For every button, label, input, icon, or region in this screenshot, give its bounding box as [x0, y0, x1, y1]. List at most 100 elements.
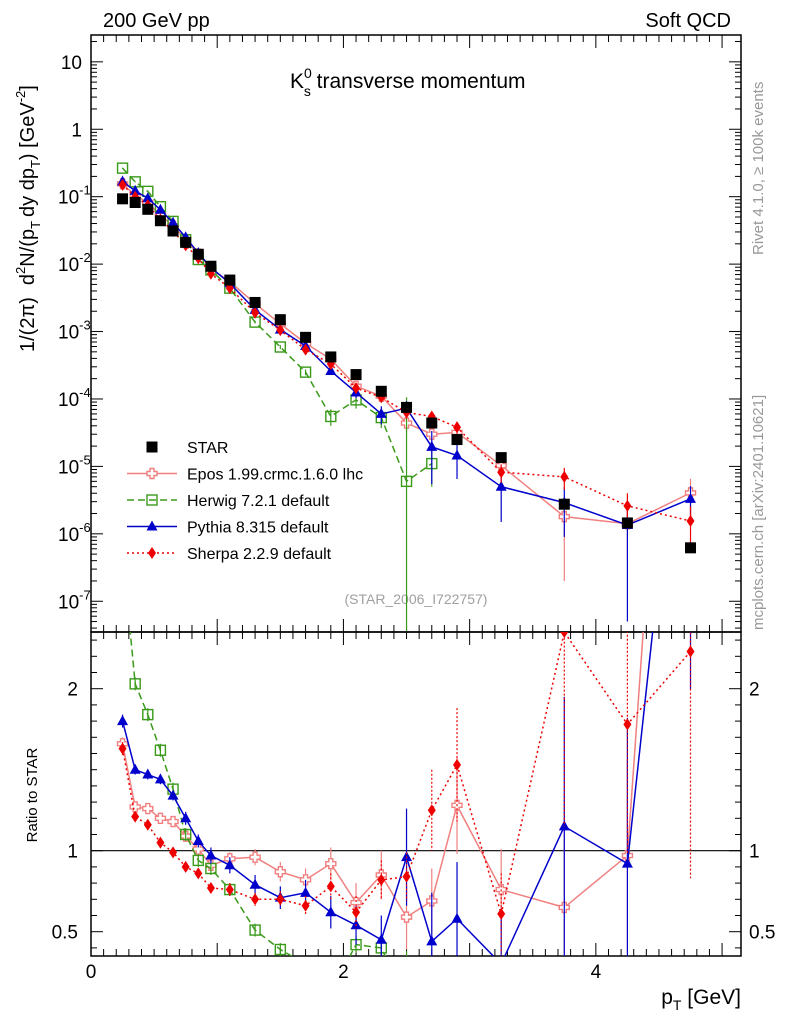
main-line-pythia-8-315-default	[122, 180, 691, 526]
ratio-point-pythia-8-315-default	[129, 763, 141, 774]
main-y-axis-label: 1/(2π)d2N/(pTdy dpT) [GeV-2]	[13, 85, 43, 352]
ratio-panel: 0.5 1 2 0.5 1 2 0 2 4 Ratio to STAR pT [GeV]	[24, 631, 775, 1013]
ratio-series-sherpa-2-2-9-default	[118, 632, 695, 955]
legend-label: Pythia 8.315 default	[187, 520, 329, 537]
main-point-pythia-8-315-default	[685, 492, 697, 503]
ratio-point-pythia-8-315-default	[621, 857, 633, 868]
main-y-tick-label: 10-4	[58, 385, 91, 411]
legend-label: STAR	[187, 440, 228, 457]
ratio-point-pythia-8-315-default	[205, 849, 217, 860]
ratio-point-epos-1-99-crmc-1-6-0-lhc	[167, 815, 179, 828]
ratio-point-herwig-7-2-1-default	[192, 854, 204, 867]
ratio-point-pythia-8-315-default	[558, 820, 570, 831]
ratio-point-sherpa-2-2-9-default	[225, 883, 234, 896]
ratio-point-sherpa-2-2-9-default	[402, 870, 411, 883]
ratio-point-herwig-7-2-1-default	[154, 744, 167, 756]
star-data-point	[117, 193, 129, 205]
ratio-point-epos-1-99-crmc-1-6-0-lhc	[350, 896, 362, 909]
ratio-point-sherpa-2-2-9-default	[427, 804, 436, 817]
ratio-point-sherpa-2-2-9-default	[623, 718, 632, 731]
star-data-point	[129, 196, 141, 208]
star-data-point	[451, 434, 463, 446]
star-data-point	[154, 215, 166, 227]
legend-label: Epos 1.99.crmc.1.6.0 lhc	[187, 467, 363, 484]
ratio-point-pythia-8-315-default	[224, 859, 236, 870]
main-point-pythia-8-315-default	[426, 440, 438, 451]
ratio-y-tick-label: 1	[67, 842, 78, 863]
ratio-point-sherpa-2-2-9-default	[560, 632, 569, 638]
ratio-point-epos-1-99-crmc-1-6-0-lhc	[249, 851, 261, 863]
ratio-y-tick-label-right: 2	[749, 680, 760, 701]
ratio-point-sherpa-2-2-9-default	[118, 742, 127, 755]
chart-title: K0 s transverse momentum	[290, 65, 526, 99]
ratio-point-sherpa-2-2-9-default	[453, 758, 462, 771]
legend: STAR Epos 1.99.crmc.1.6.0 lhc Herwig 7.2.1…	[127, 440, 363, 563]
ratio-y-axis-label: Ratio to STAR	[24, 747, 41, 842]
main-line-sherpa-2-2-9-default	[122, 184, 691, 522]
main-point-pythia-8-315-default	[154, 203, 166, 214]
star-data-point	[180, 236, 192, 248]
main-y-tick-label: 10-7	[58, 587, 91, 613]
analysis-id-watermark: (STAR_2006_I722757)	[345, 591, 488, 607]
ratio-point-herwig-7-2-1-default	[249, 924, 261, 936]
ratio-point-sherpa-2-2-9-default	[194, 867, 203, 880]
ratio-point-sherpa-2-2-9-default	[143, 818, 152, 831]
main-y-tick-label: 10-6	[58, 520, 91, 546]
legend-marker	[146, 494, 158, 506]
legend-label: Herwig 7.2.1 default	[187, 493, 330, 510]
legend-marker	[146, 520, 158, 531]
main-point-herwig-7-2-1-default	[299, 366, 312, 378]
main-y-tick-label: 10-3	[58, 318, 91, 344]
main-point-herwig-7-2-1-default	[400, 475, 413, 488]
star-data-point	[224, 274, 236, 286]
main-y-ticks	[91, 41, 741, 629]
ratio-point-sherpa-2-2-9-default	[206, 881, 215, 894]
main-point-pythia-8-315-default	[451, 449, 463, 460]
legend-entry-sherpa-2-2-9-default: Sherpa 2.2.9 default	[127, 546, 332, 563]
star-data-point	[375, 385, 387, 397]
ratio-point-epos-1-99-crmc-1-6-0-lhc	[192, 843, 204, 855]
ratio-point-sherpa-2-2-9-default	[276, 893, 285, 906]
ratio-point-pythia-8-315-default	[154, 773, 166, 784]
header-process: Soft QCD	[645, 10, 731, 32]
star-data-point	[495, 452, 507, 464]
star-data-point	[685, 542, 697, 554]
main-panel: 10-7 10-6 10-5 10-4 10-3 10-2 10-1 1 10 K0 s tran…	[13, 34, 742, 633]
main-point-pythia-8-315-default	[495, 480, 507, 491]
ratio-point-sherpa-2-2-9-default	[251, 893, 260, 906]
legend-label: Sherpa 2.2.9 default	[187, 546, 332, 563]
main-point-sherpa-2-2-9-default	[623, 499, 632, 512]
star-data-point	[205, 260, 217, 272]
ratio-line-pythia-8-315-default	[121, 632, 654, 956]
star-data-point	[350, 369, 362, 381]
ratio-x-tick-labels: 0 2 4	[86, 962, 602, 983]
ratio-point-herwig-7-2-1-default	[142, 708, 154, 721]
chart-title-main: K	[290, 70, 304, 93]
ratio-point-pythia-8-315-default	[167, 789, 179, 800]
ratio-y-tick-label: 0.5	[52, 923, 78, 944]
ratio-point-herwig-7-2-1-default	[129, 678, 141, 690]
main-point-sherpa-2-2-9-default	[352, 382, 361, 395]
ratio-y-tick-label-right: 1	[749, 842, 760, 863]
ratio-point-sherpa-2-2-9-default	[497, 907, 506, 920]
main-point-sherpa-2-2-9-default	[118, 178, 127, 191]
ratio-series-layer	[116, 632, 695, 956]
ratio-point-sherpa-2-2-9-default	[377, 873, 386, 886]
ratio-ticks	[90, 632, 741, 956]
ratio-point-pythia-8-315-default	[375, 933, 387, 944]
x-axis-label: pT [GeV]	[661, 986, 741, 1013]
ratio-point-pythia-8-315-default	[451, 912, 463, 923]
main-point-sherpa-2-2-9-default	[251, 306, 260, 319]
star-data-point	[192, 248, 204, 260]
main-point-pythia-8-315-default	[167, 216, 179, 227]
main-y-tick-label: 10-2	[58, 250, 91, 276]
main-x-ticks	[90, 35, 723, 632]
ratio-point-sherpa-2-2-9-default	[301, 899, 310, 912]
ratio-point-sherpa-2-2-9-default	[352, 906, 361, 919]
ratio-point-sherpa-2-2-9-default	[686, 645, 695, 658]
main-point-sherpa-2-2-9-default	[560, 470, 569, 483]
chart-title-sub: s	[304, 83, 311, 99]
legend-marker	[146, 467, 158, 480]
main-series-layer	[116, 162, 697, 632]
main-point-sherpa-2-2-9-default	[686, 514, 695, 527]
